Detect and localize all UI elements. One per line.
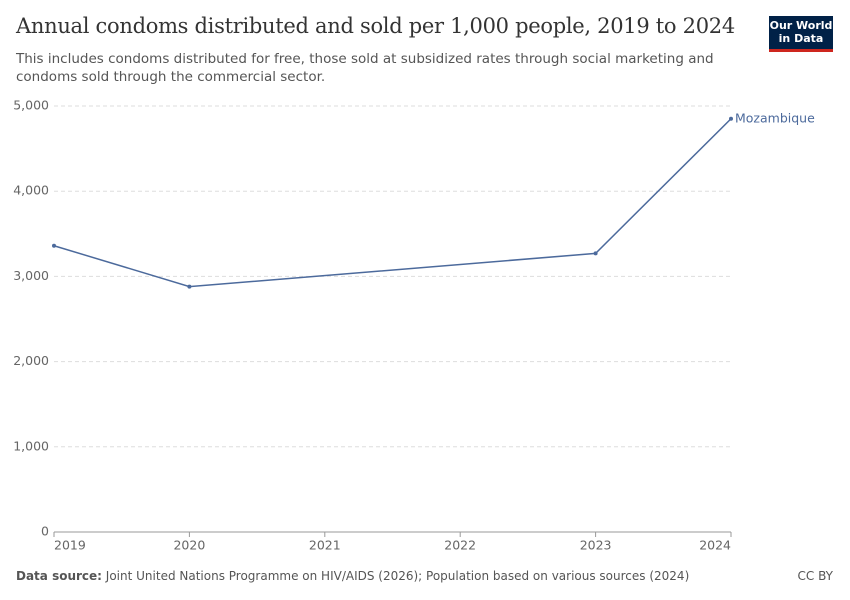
y-tick-label: 4,000	[13, 183, 49, 198]
x-tick-label: 2021	[309, 538, 341, 553]
point	[52, 243, 56, 248]
source-text: Joint United Nations Programme on HIV/AI…	[105, 569, 690, 583]
point	[187, 284, 192, 289]
chart-title: Annual condoms distributed and sold per …	[16, 14, 735, 38]
logo[interactable]: Our World in Data	[769, 16, 833, 52]
y-tick-label: 3,000	[13, 268, 49, 283]
chart-subtitle: This includes condoms distributed for fr…	[16, 51, 714, 85]
y-tick-label: 0	[41, 524, 49, 539]
y-tick-label: 2,000	[13, 353, 49, 368]
logo-text: in Data	[778, 32, 824, 45]
footer: Data source: Joint United Nations Progra…	[16, 569, 689, 583]
series-label: Mozambique	[735, 110, 815, 125]
x-tick-label: 2020	[173, 538, 205, 553]
x-tick-label: 2024	[699, 538, 731, 553]
y-tick-label: 5,000	[13, 98, 49, 113]
point	[593, 251, 598, 256]
x-tick-label: 2022	[444, 538, 476, 553]
x-tick-label: 2023	[580, 538, 612, 553]
point	[729, 116, 733, 121]
source-label: Data source:	[16, 569, 102, 583]
y-tick-label: 1,000	[13, 438, 49, 453]
logo-text: Our World	[769, 19, 833, 32]
license[interactable]: CC BY	[797, 569, 833, 583]
line	[53, 118, 732, 288]
x-tick-label: 2019	[54, 538, 86, 553]
